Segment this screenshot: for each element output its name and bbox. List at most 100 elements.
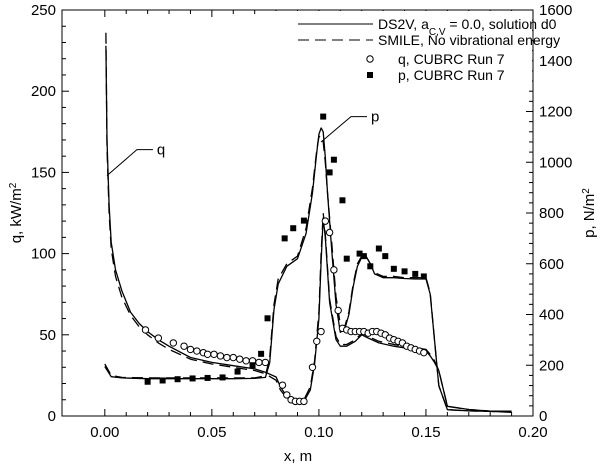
y-right-tick-label: 800 (539, 205, 564, 222)
y-right-tick-label: 1400 (539, 53, 572, 70)
y-left-tick-label: 50 (39, 327, 56, 344)
p-data-point (343, 255, 350, 262)
q-data-point (203, 350, 212, 358)
q-data-point (229, 353, 237, 362)
q-data-point (186, 345, 195, 354)
y-right-tick-label: 600 (539, 256, 564, 273)
p-data-point (159, 377, 166, 384)
p-data-point (249, 362, 256, 369)
p-data-point (234, 368, 241, 375)
legend-entry-smile: SMILE, No vibrational energy (298, 32, 560, 48)
p-data-point (367, 263, 374, 270)
p-data-point (144, 378, 151, 385)
p-data-point (375, 245, 382, 252)
y-left-tick-label: 0 (48, 408, 56, 425)
y-left-axis-label-sup: 2 (8, 182, 19, 188)
legend-text-smile: SMILE, No vibrational energy (378, 32, 560, 48)
legend-text-ds2v: DS2V, aC,V = 0.0, solution d0 (378, 16, 557, 38)
legend-text-ds2v-pre: DS2V, a (378, 16, 429, 32)
q-data-point (317, 327, 325, 336)
p-data-point (420, 273, 427, 280)
y-left-tick-label: 250 (31, 2, 56, 19)
p-data-point (382, 253, 389, 260)
legend-entry-p-cubrc: p, CUBRC Run 7 (367, 67, 505, 83)
q-data-point (313, 337, 321, 345)
x-tick-label: 0.00 (90, 424, 119, 441)
series-line-left-solid (105, 45, 512, 412)
legend: DS2V, aC,V = 0.0, solution d0 SMILE, No … (270, 11, 560, 89)
p-data-point (174, 376, 181, 383)
q-data-point (255, 358, 263, 367)
q-data-point (283, 391, 291, 399)
q-data-point (223, 353, 231, 362)
annotations-group: qp (106, 109, 379, 177)
p-data-point (360, 253, 367, 260)
q-data-point (154, 334, 163, 342)
q-data-point (261, 358, 270, 367)
q-data-point (321, 217, 330, 225)
q-data-point (180, 342, 188, 350)
series-line-right-dashed (104, 134, 512, 413)
q-data-point (325, 228, 334, 237)
legend-text-q-cubrc: q, CUBRC Run 7 (398, 51, 505, 67)
p-data-point (339, 197, 346, 204)
p-data-point (219, 374, 226, 381)
annotation-leader-p (320, 116, 368, 143)
series-line-right-solid (104, 127, 512, 413)
annotation-label-p: p (371, 109, 379, 126)
q-data-point (420, 348, 428, 357)
q-data-point (242, 357, 250, 365)
legend-entry-ds2v: DS2V, aC,V = 0.0, solution d0 (298, 16, 557, 38)
y-right-tick-label: 1000 (539, 154, 572, 171)
y-left-axis-label-main: q, kW/m (8, 188, 25, 243)
q-data-point (193, 347, 201, 355)
series-group (104, 32, 512, 413)
q-data-point (308, 363, 317, 371)
q-data-point (330, 266, 338, 274)
p-data-point (320, 113, 327, 120)
legend-marker-open-circle (366, 55, 374, 63)
q-data-point (235, 355, 244, 363)
x-tick-label: 0.10 (304, 424, 333, 441)
y-right-axis-label-main: p, N/m (581, 194, 598, 238)
legend-text-ds2v-post: = 0.0, solution d0 (446, 16, 557, 32)
p-data-point (330, 156, 337, 163)
y-right-tick-label: 0 (539, 408, 547, 425)
y-right-tick-label: 400 (539, 307, 564, 324)
x-axis-label: x, m (284, 448, 312, 465)
p-data-point (281, 235, 288, 242)
y-left-axis-label: q, kW/m2 (8, 182, 26, 243)
y-right-tick-label: 200 (539, 357, 564, 374)
y-right-tick-label: 1600 (539, 2, 572, 19)
p-data-point (258, 350, 265, 357)
x-tick-label: 0.05 (197, 424, 226, 441)
q-data-point (210, 350, 218, 358)
legend-marker-filled-square (367, 72, 373, 78)
p-data-point (401, 268, 408, 275)
p-data-point (264, 315, 271, 322)
p-data-point (326, 169, 333, 176)
x-tick-label: 0.20 (518, 424, 547, 441)
y-right-axis-label-sup: 2 (581, 188, 592, 194)
y-right-tick-label: 1200 (539, 104, 572, 121)
markers-group (141, 113, 428, 406)
y-left-tick-label: 200 (31, 83, 56, 100)
p-data-point (356, 250, 363, 257)
legend-text-ds2v-sub: C,V (429, 27, 446, 38)
legend-entry-q-cubrc: q, CUBRC Run 7 (366, 51, 505, 67)
p-data-point (412, 270, 419, 277)
annotation-label-q: q (157, 142, 165, 159)
p-data-point (189, 375, 196, 382)
p-data-point (204, 374, 211, 381)
x-tick-label: 0.15 (411, 424, 440, 441)
q-data-point (141, 326, 150, 334)
p-data-point (290, 225, 297, 232)
p-data-point (390, 265, 397, 272)
series-line-left-dashed (105, 32, 512, 412)
q-data-point (334, 306, 342, 315)
p-data-point (300, 217, 307, 224)
y-left-tick-label: 150 (31, 164, 56, 181)
annotation-leader-q (106, 149, 153, 177)
q-data-point (278, 381, 287, 389)
